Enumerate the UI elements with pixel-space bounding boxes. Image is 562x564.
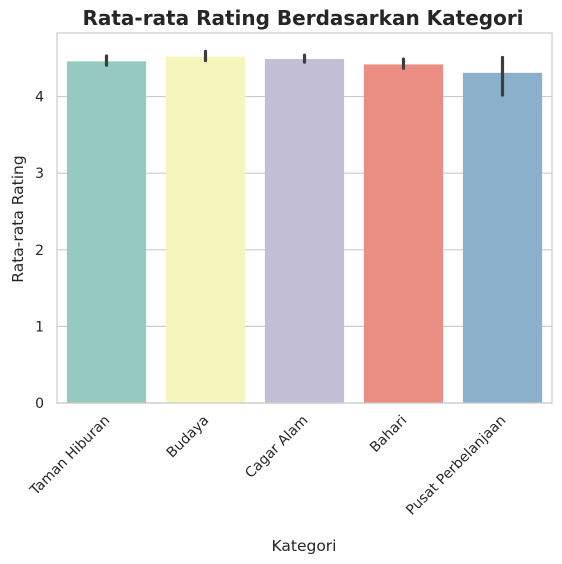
x-tick-label: Bahari <box>367 413 410 456</box>
x-axis-label: Kategori <box>271 537 336 555</box>
y-tick-labels: 0 1 2 3 4 <box>35 90 44 412</box>
error-bars <box>104 49 505 97</box>
bar <box>66 61 147 403</box>
bar <box>462 72 543 404</box>
y-tick-label: 3 <box>35 166 44 182</box>
y-tick-label: 2 <box>35 243 44 259</box>
x-tick-label: Taman Hiburan <box>27 413 114 500</box>
x-tick-labels: Taman Hiburan Budaya Cagar Alam BahariPusat… <box>27 413 510 519</box>
y-tick-label: 1 <box>35 319 44 335</box>
x-tick-label: Cagar Alam <box>242 413 311 482</box>
chart-title: Rata-rata Rating Berdasarkan Kategori <box>82 6 523 30</box>
bar <box>264 59 345 404</box>
bars <box>66 56 543 404</box>
y-axis-label: Rata-rata Rating <box>9 155 27 282</box>
y-tick-label: 4 <box>35 90 44 106</box>
y-tick-label: 0 <box>35 396 44 412</box>
bar <box>363 64 444 403</box>
bar <box>165 56 246 404</box>
x-tick-label: Budaya <box>164 413 213 462</box>
plot-frame <box>56 32 553 404</box>
x-tick-label: Pusat Perbelanjaan <box>403 413 509 519</box>
